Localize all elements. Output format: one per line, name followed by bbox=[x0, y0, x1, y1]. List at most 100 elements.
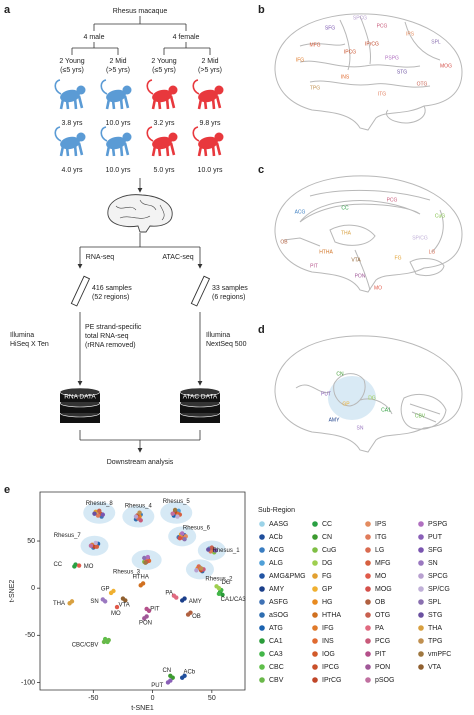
legend-label: ATG bbox=[269, 625, 283, 632]
scatter-point bbox=[198, 566, 204, 571]
scatter-point bbox=[137, 510, 142, 515]
legend-swatch bbox=[259, 599, 265, 605]
legend-label: STG bbox=[428, 612, 442, 619]
scatter-point bbox=[182, 673, 187, 679]
cluster-label: CC bbox=[53, 562, 62, 568]
subgroup: (≤5 yrs) bbox=[152, 67, 176, 74]
brain-region-label: ACG bbox=[295, 209, 306, 215]
x-tick-label: 50 bbox=[208, 695, 216, 702]
legend-swatch bbox=[312, 586, 318, 592]
monkey-tail bbox=[192, 79, 200, 95]
legend-swatch bbox=[259, 625, 265, 631]
legend-label: CC bbox=[322, 521, 332, 528]
scatter-point bbox=[216, 585, 222, 591]
cluster-label: PIT bbox=[150, 606, 160, 612]
legend-swatch bbox=[365, 651, 371, 657]
tree-line bbox=[71, 42, 211, 55]
cluster-label: Rhesus_3 bbox=[113, 570, 141, 576]
panel-a: Rhesus macaque 4 male 4 female 2 Young (… bbox=[10, 8, 248, 466]
monkey-head bbox=[122, 132, 132, 142]
database-disk bbox=[180, 392, 220, 402]
y-tick-label: 50 bbox=[27, 538, 35, 545]
legend-label: aSOG bbox=[269, 612, 288, 619]
legend-label: TPG bbox=[428, 638, 442, 645]
scatter-point bbox=[175, 514, 180, 519]
legend-label: MOG bbox=[375, 586, 392, 593]
brain-region-label: LG bbox=[429, 249, 436, 255]
legend-label: IPrCG bbox=[322, 677, 341, 684]
brain-region-label: PUT bbox=[321, 391, 331, 397]
protocol: PE strand-specific bbox=[85, 324, 142, 331]
legend-swatch bbox=[312, 560, 318, 566]
x-tick-label: -50 bbox=[88, 695, 98, 702]
brain-region-label: PSPG bbox=[385, 55, 399, 61]
brain-lateral bbox=[274, 13, 463, 131]
scatter-point bbox=[172, 507, 178, 513]
monkey-tail bbox=[100, 126, 108, 142]
legend-swatch bbox=[312, 612, 318, 618]
scatter-point bbox=[114, 604, 120, 610]
legend-swatch bbox=[365, 638, 371, 644]
legend-label: HG bbox=[322, 599, 333, 606]
legend-swatch bbox=[259, 560, 265, 566]
legend-label: SFG bbox=[428, 547, 442, 554]
legend-swatch bbox=[418, 625, 424, 631]
monkey-legs bbox=[151, 95, 176, 110]
subgroup: 2 Young bbox=[151, 58, 176, 65]
monkey-tail bbox=[54, 79, 62, 95]
monkey-icon bbox=[100, 126, 132, 157]
legend-label: AMG&PMG bbox=[269, 573, 306, 580]
legend-label: CBV bbox=[269, 677, 284, 684]
monkey-legs bbox=[105, 142, 130, 157]
monkey-icon bbox=[192, 126, 224, 157]
legend-swatch bbox=[312, 664, 318, 670]
scatter-point bbox=[95, 513, 101, 518]
cluster-label: ACb bbox=[183, 670, 195, 676]
x-axis-label: t-SNE1 bbox=[131, 705, 154, 712]
monkey-icon bbox=[146, 79, 178, 110]
legend-swatch bbox=[312, 651, 318, 657]
sample-count: 33 samples bbox=[212, 285, 248, 292]
subgroup: (≤5 yrs) bbox=[60, 67, 84, 74]
legend-label: AMY bbox=[269, 586, 285, 593]
legend-label: vmPFC bbox=[428, 651, 451, 658]
legend-label: CBC bbox=[269, 664, 284, 671]
panel-label: c bbox=[258, 164, 264, 176]
scatter-point bbox=[182, 596, 187, 601]
legend-swatch bbox=[365, 625, 371, 631]
monkey-icons bbox=[54, 79, 224, 157]
cluster-label: Rhesus_7 bbox=[54, 533, 82, 539]
monkey-head bbox=[168, 132, 178, 142]
subgroup: (>5 yrs) bbox=[198, 67, 222, 74]
monkey-tail bbox=[192, 126, 200, 142]
legend-label: CA1 bbox=[269, 638, 283, 645]
scatter-point bbox=[142, 555, 147, 561]
cluster-label: CN bbox=[162, 668, 171, 674]
brain-region-label: DG bbox=[368, 395, 376, 401]
monkey-head bbox=[214, 132, 224, 142]
database-disk bbox=[60, 413, 100, 423]
legend-label: AASG bbox=[269, 521, 288, 528]
cluster-label: PON bbox=[139, 621, 152, 627]
cluster-label: HTHA bbox=[133, 574, 149, 580]
brain-region-label: SPL bbox=[431, 39, 441, 45]
legend-swatch bbox=[418, 651, 424, 657]
monkey-legs bbox=[151, 142, 176, 157]
tree-line bbox=[93, 16, 187, 31]
legend-label: CA3 bbox=[269, 651, 283, 658]
scatter-point bbox=[142, 616, 147, 621]
scatter-point bbox=[101, 639, 107, 645]
brain-region-label: CuG bbox=[435, 213, 445, 219]
legend-swatch bbox=[365, 586, 371, 592]
monkey-icon bbox=[146, 126, 178, 157]
scatter-point bbox=[188, 610, 193, 615]
database-disk bbox=[60, 392, 100, 402]
cluster-label: PUT bbox=[151, 683, 163, 689]
legend-label: MO bbox=[375, 573, 387, 580]
legend-swatch bbox=[418, 638, 424, 644]
legend-swatch bbox=[312, 638, 318, 644]
brain-region-label: THA bbox=[341, 230, 352, 236]
legend-label: PCG bbox=[375, 638, 390, 645]
legend-label: FG bbox=[322, 573, 332, 580]
